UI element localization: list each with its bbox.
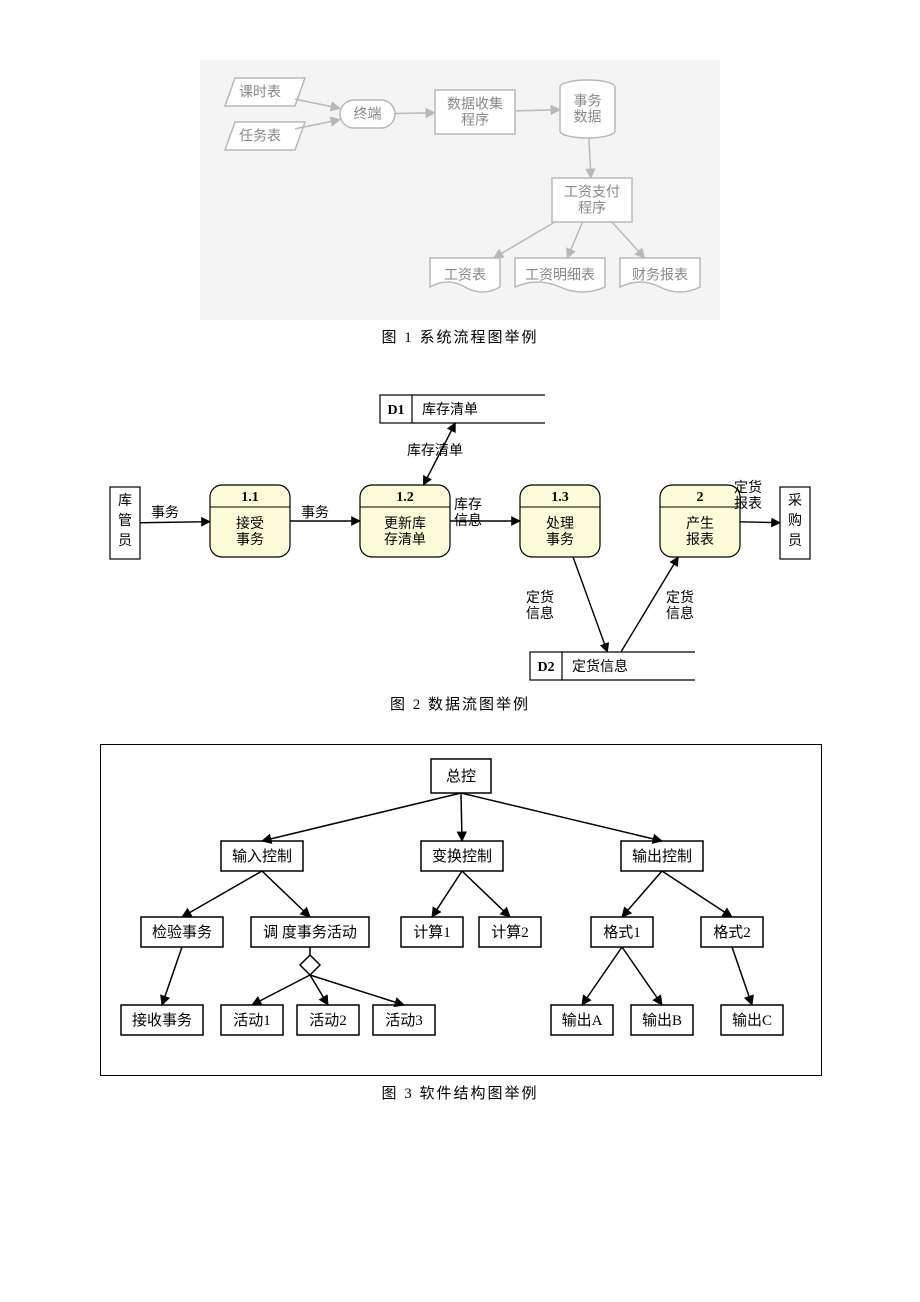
- svg-text:员: 员: [118, 534, 132, 549]
- svg-text:事务数据: 事务数据: [574, 94, 602, 126]
- figure2-svg: 库管员采购员1.1接受事务1.2更新库存清单1.3处理事务2产生报表D1库存清单…: [100, 377, 820, 687]
- figure2-container: 库管员采购员1.1接受事务1.2更新库存清单1.3处理事务2产生报表D1库存清单…: [100, 377, 820, 687]
- figure1-caption: 图 1 系统流程图举例: [0, 326, 920, 347]
- svg-text:1.1: 1.1: [241, 490, 259, 505]
- svg-text:变换控制: 变换控制: [432, 848, 492, 865]
- svg-text:输出控制: 输出控制: [632, 848, 692, 865]
- figure3-caption: 图 3 软件结构图举例: [0, 1082, 920, 1103]
- svg-text:接受事务: 接受事务: [236, 515, 264, 548]
- svg-text:D2: D2: [537, 660, 554, 675]
- figure3-svg: 总控输入控制 变换控制 输出控制检验事务 调 度事务活动 计算1 计算2 格式1 格式2 接收事…: [100, 744, 822, 1076]
- svg-text:库存清单: 库存清单: [422, 402, 478, 418]
- svg-text:1.3: 1.3: [551, 490, 569, 505]
- svg-text:接收事务: 接收事务: [132, 1012, 192, 1029]
- svg-text:库存信息: 库存信息: [454, 497, 482, 529]
- svg-text:活动1: 活动1: [233, 1012, 271, 1029]
- svg-text:定货信息: 定货信息: [666, 589, 694, 622]
- svg-text:库: 库: [118, 493, 132, 509]
- svg-text:调 度事务活动: 调 度事务活动: [263, 924, 357, 941]
- figure1-container: 课时表任务表终端数据收集程序事务数据工资支付程序工资表工资明细表财务报表: [200, 0, 720, 320]
- figure3-container: 总控输入控制 变换控制 输出控制检验事务 调 度事务活动 计算1 计算2 格式1 格式2 接收事…: [100, 744, 820, 1076]
- svg-text:检验事务: 检验事务: [152, 924, 212, 941]
- svg-text:输出A: 输出A: [562, 1012, 603, 1029]
- svg-text:采: 采: [788, 493, 802, 509]
- svg-text:1.2: 1.2: [396, 490, 414, 505]
- svg-text:定货报表: 定货报表: [734, 479, 762, 512]
- figure1-svg: 课时表任务表终端数据收集程序事务数据工资支付程序工资表工资明细表财务报表: [200, 60, 720, 320]
- svg-text:终端: 终端: [354, 107, 382, 123]
- svg-text:购: 购: [788, 513, 802, 529]
- figure2-caption: 图 2 数据流图举例: [0, 693, 920, 714]
- svg-text:输出C: 输出C: [732, 1012, 772, 1029]
- svg-text:工资表: 工资表: [444, 268, 486, 284]
- svg-text:工资明细表: 工资明细表: [525, 268, 595, 284]
- svg-text:财务报表: 财务报表: [632, 268, 688, 284]
- svg-text:输出B: 输出B: [642, 1012, 682, 1029]
- svg-text:库存清单: 库存清单: [407, 443, 463, 459]
- svg-text:员: 员: [788, 534, 802, 549]
- svg-text:定货信息: 定货信息: [526, 589, 554, 622]
- svg-text:活动3: 活动3: [385, 1012, 423, 1029]
- svg-text:任务表: 任务表: [239, 129, 281, 145]
- svg-text:2: 2: [697, 490, 704, 505]
- svg-text:格式1: 格式1: [603, 924, 641, 941]
- svg-text:事务: 事务: [151, 505, 179, 521]
- svg-text:D1: D1: [387, 403, 404, 418]
- svg-text:课时表: 课时表: [239, 85, 281, 101]
- svg-text:计算1: 计算1: [413, 923, 451, 941]
- svg-text:总控: 总控: [446, 768, 476, 785]
- svg-text:定货信息: 定货信息: [572, 658, 628, 675]
- svg-text:计算2: 计算2: [491, 923, 529, 941]
- svg-text:管: 管: [118, 513, 132, 529]
- svg-text:事务: 事务: [301, 505, 329, 521]
- svg-text:活动2: 活动2: [309, 1012, 347, 1029]
- svg-text:输入控制: 输入控制: [232, 848, 292, 865]
- svg-text:格式2: 格式2: [713, 924, 751, 941]
